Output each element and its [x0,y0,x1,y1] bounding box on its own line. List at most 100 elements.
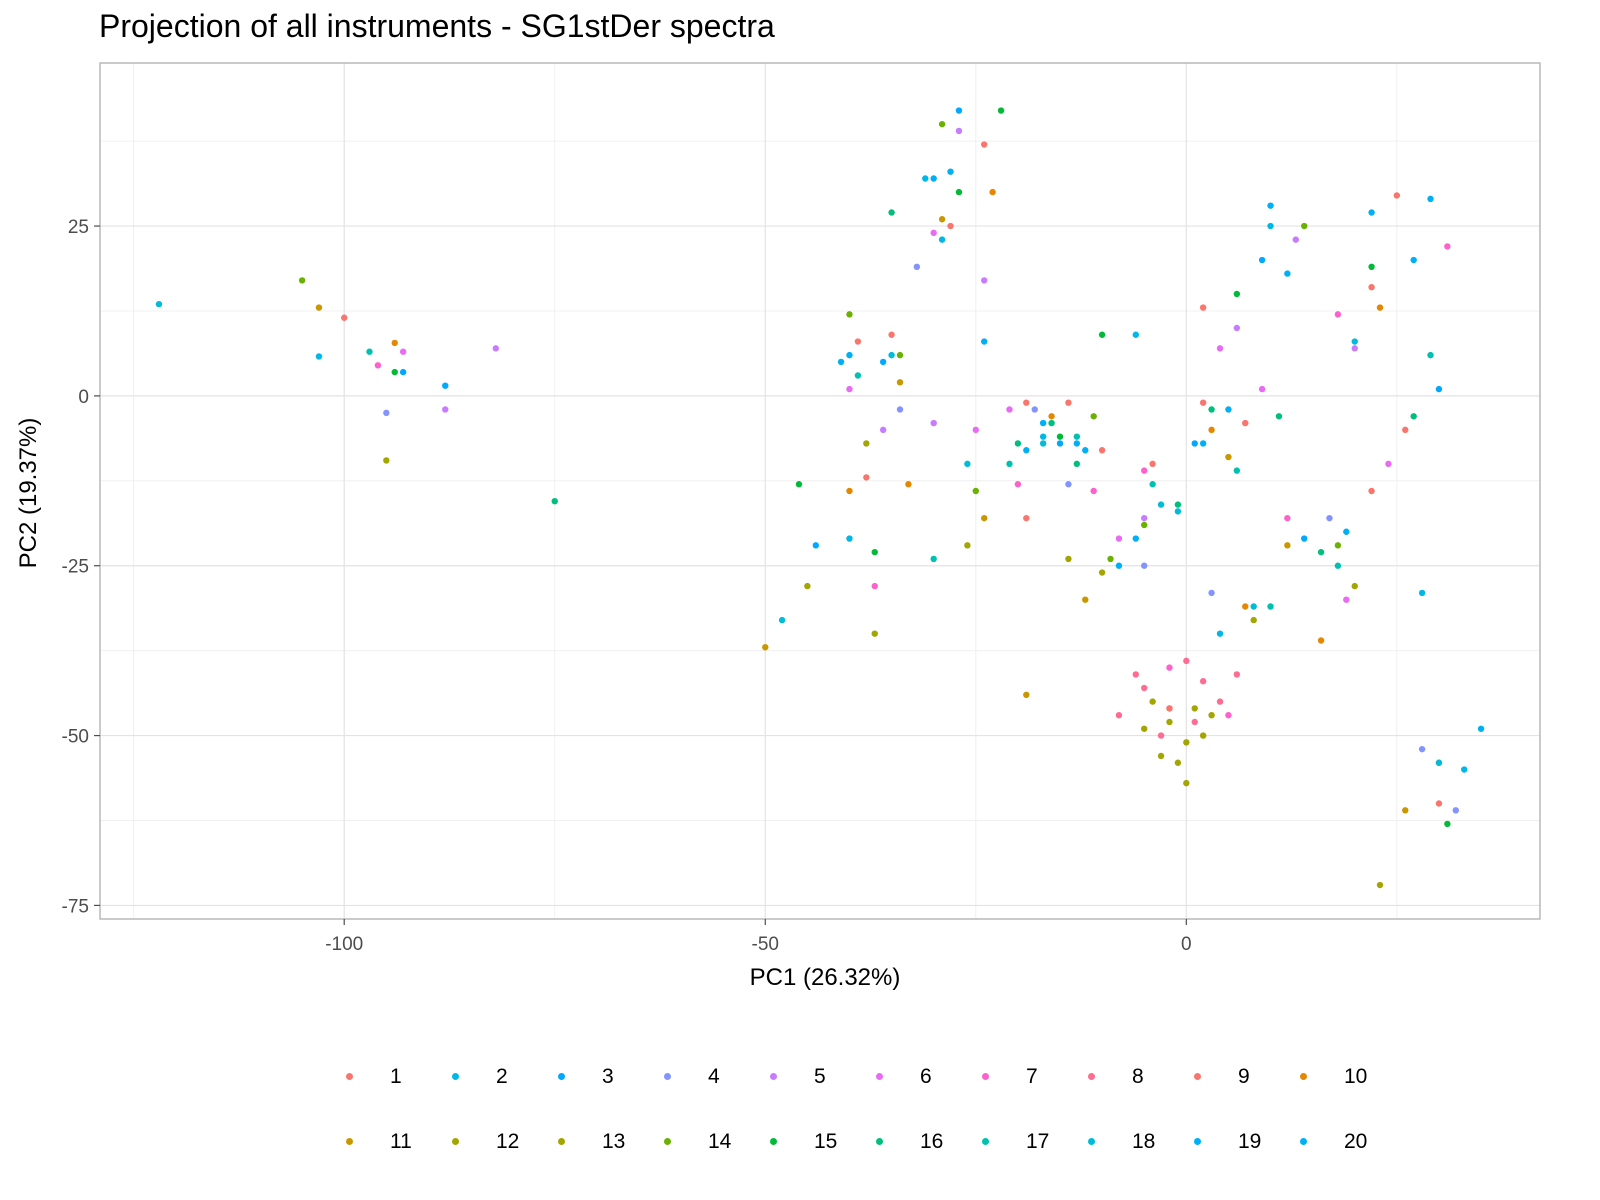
legend-key [874,1130,908,1154]
data-point [315,304,323,311]
data-point [1174,759,1182,766]
data-point [1023,691,1030,699]
data-point [1317,637,1325,644]
data-point [1250,616,1257,624]
legend-key [1298,1130,1332,1154]
data-point [1334,311,1342,318]
data-point [1292,236,1299,243]
data-point [1115,711,1123,719]
data-point [315,353,323,360]
legend-item: 17 [980,1130,1086,1154]
data-point [1157,732,1165,739]
data-point [938,120,946,128]
data-point [1410,413,1417,420]
data-point [964,542,971,549]
legend-item: 19 [1192,1130,1298,1154]
data-point [1233,671,1241,678]
legend-label: 4 [708,1065,720,1088]
legend-label: 14 [708,1130,732,1153]
data-point [341,314,348,321]
legend-dot-icon [770,1073,777,1080]
data-point [1115,535,1123,542]
legend-label: 5 [814,1065,826,1088]
data-point [981,141,988,148]
data-point [1090,487,1097,495]
data-point [1233,324,1241,332]
data-point [955,107,963,114]
data-point [1174,501,1182,508]
data-point [1023,514,1030,522]
data-point [1082,596,1089,603]
legend-item: 1 [344,1065,450,1089]
legend-item: 4 [662,1065,768,1089]
data-point [1225,711,1232,719]
data-point [1191,705,1198,712]
x-axis-ticks: -100 -50 0 [325,919,1192,955]
data-point [846,535,853,542]
data-point [854,338,862,345]
data-point [155,300,163,308]
legend-key [662,1130,696,1154]
y-tick-label: -75 [62,896,89,917]
data-point [972,426,979,434]
legend-dot-icon [770,1138,777,1145]
data-point [1334,562,1342,569]
legend-key [768,1065,802,1089]
legend-dot-icon [1300,1138,1307,1145]
data-point [871,630,878,637]
legend-item: 12 [450,1130,556,1154]
data-point [1073,460,1081,468]
legend-label: 2 [496,1065,508,1088]
data-point [922,175,929,182]
data-point [1418,745,1426,753]
legend-item: 5 [768,1065,874,1089]
data-point [1073,433,1081,440]
legend-label: 3 [602,1065,614,1088]
data-point [1368,283,1375,291]
data-point [1284,542,1291,549]
legend-dot-icon [982,1073,989,1080]
data-point [896,351,904,359]
data-point [1166,664,1173,671]
data-point [1284,514,1291,522]
data-point [1183,657,1190,665]
data-point [1031,406,1038,413]
legend-item: 11 [344,1130,450,1154]
legend-dot-icon [452,1138,459,1145]
x-tick-label: -100 [325,934,363,955]
legend-item: 9 [1192,1065,1298,1089]
data-point [399,368,407,376]
data-point [1435,385,1443,393]
data-point [1141,521,1148,529]
legend-item: 6 [874,1065,980,1089]
legend-key [344,1130,378,1154]
data-point [1233,467,1241,474]
data-point [1065,481,1072,488]
data-point [1208,426,1215,434]
legend-key [874,1065,908,1089]
data-point [930,419,937,427]
data-point [846,487,853,495]
legend-key [768,1130,802,1154]
data-point [383,457,390,464]
data-point [955,127,963,135]
legend-label: 1 [390,1065,402,1088]
data-point [1090,413,1097,420]
data-point [1351,582,1358,590]
data-point [1023,399,1030,406]
data-point [1216,698,1224,705]
data-point [1242,603,1249,610]
legend: 1 2 3 4 5 6 7 8 9 10 11 12 13 14 15 16 17 18 19 20 [344,1065,1404,1154]
data-point [955,188,963,196]
data-point [981,338,988,345]
data-point [1149,698,1156,705]
legend-item: 16 [874,1130,980,1154]
data-point [846,311,853,318]
data-point [1208,406,1215,413]
data-point [1233,290,1241,298]
data-point [871,548,878,556]
data-point [1385,460,1392,468]
legend-item: 18 [1086,1130,1192,1154]
legend-dot-icon [876,1073,883,1080]
